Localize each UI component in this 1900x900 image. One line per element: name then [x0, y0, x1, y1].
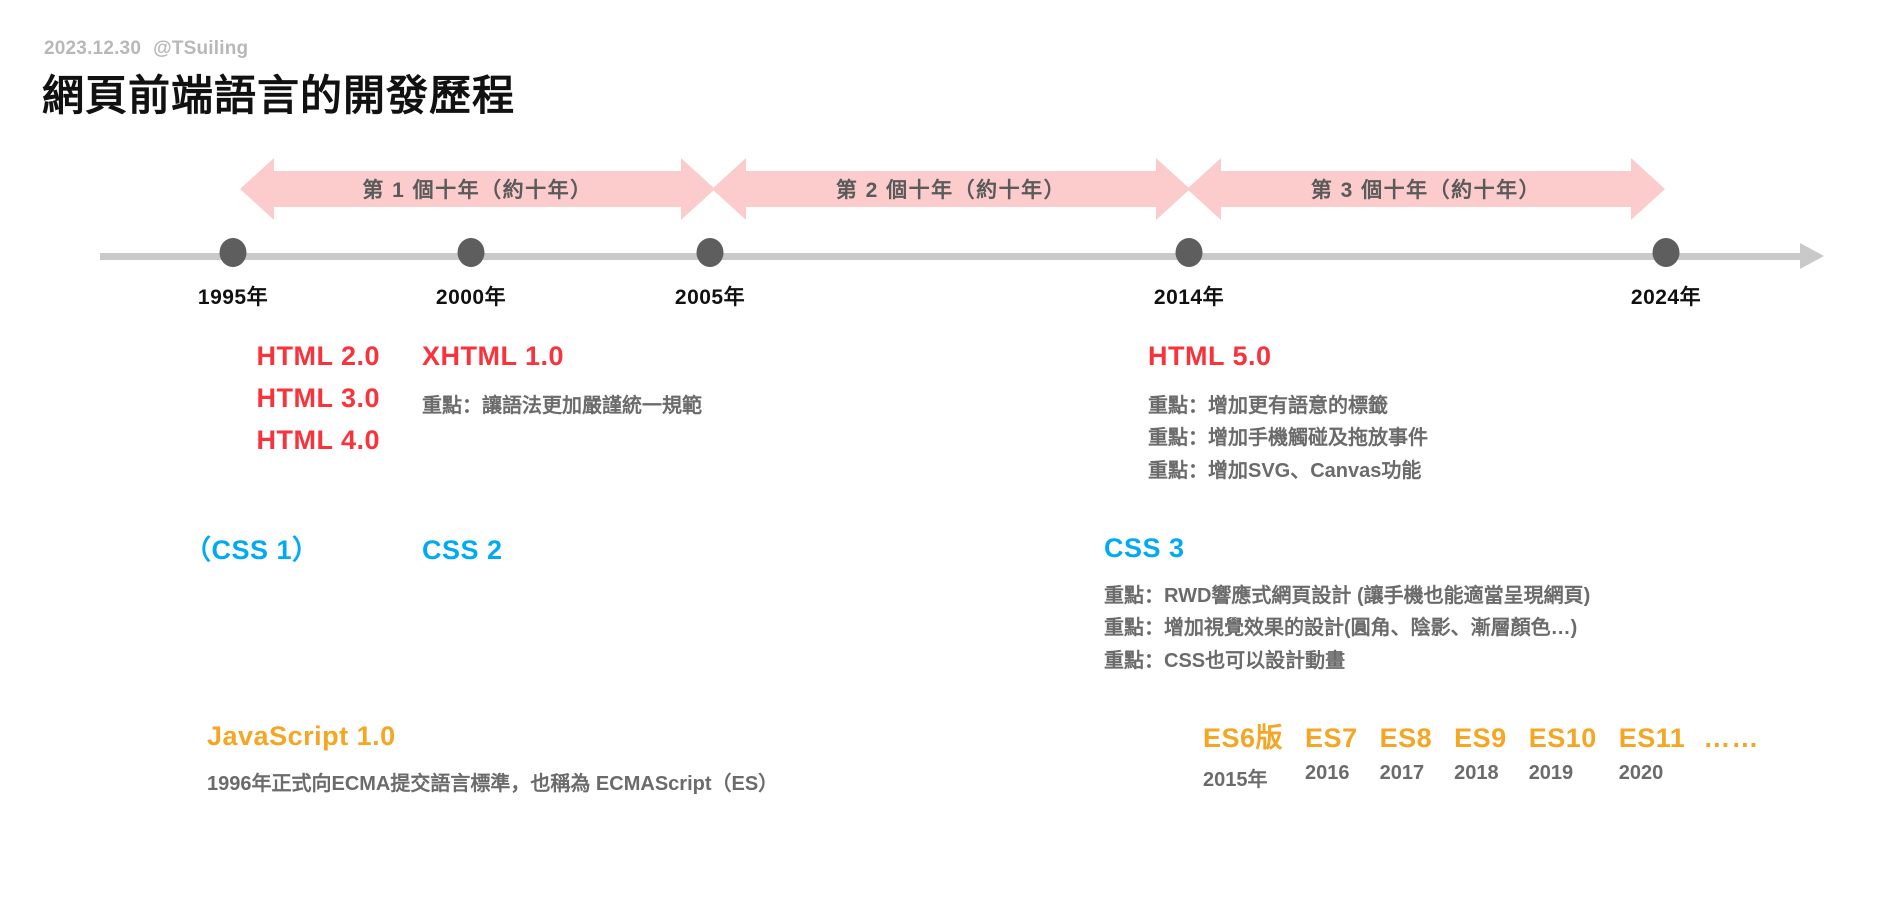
- es-release-year: 2015年: [1203, 769, 1268, 791]
- es-release-year: 2016: [1305, 762, 1350, 784]
- es-release-name: ES11: [1618, 723, 1686, 753]
- css1-title: （CSS 1）: [184, 535, 320, 565]
- css3-detail-3: 重點：CSS也可以設計動畫: [1104, 649, 1346, 672]
- es-release-name: ES8: [1379, 723, 1433, 753]
- es-continuation-label: ……: [1703, 723, 1760, 753]
- html5-title: HTML 5.0: [1148, 341, 1272, 371]
- css3-title: CSS 3: [1104, 533, 1185, 563]
- byline: 2023.12.30 @TSuiling: [44, 38, 248, 60]
- decade-band-1: 第 1 個十年（約十年）: [240, 158, 715, 220]
- timeline-dot: [696, 238, 724, 267]
- timeline-dot: [457, 238, 485, 267]
- timeline-year-label: 2014年: [1153, 286, 1225, 309]
- css3-detail-1: 重點：RWD響應式網頁設計 (讓手機也能適當呈現網頁): [1104, 584, 1591, 607]
- decade-label-1: 第 1 個十年（約十年）: [362, 179, 593, 202]
- html-version-2: HTML 2.0: [256, 341, 380, 371]
- xhtml-group: XHTML 1.0 重點：讓語法更加嚴謹統一規範: [422, 336, 702, 422]
- timeline-dot: [1175, 238, 1203, 267]
- html-early-versions-group: HTML 2.0 HTML 3.0 HTML 4.0: [110, 336, 380, 462]
- timeline-year-label: 2024年: [1630, 286, 1702, 309]
- es-release-name: ES6版: [1203, 723, 1284, 753]
- es-release-name: ES7: [1305, 723, 1358, 753]
- css3-group: CSS 3 重點：RWD響應式網頁設計 (讓手機也能適當呈現網頁) 重點：增加視…: [1104, 528, 1590, 677]
- es-release-year: 2018: [1454, 762, 1499, 784]
- es-continuation-item: ……: [1703, 723, 1759, 754]
- timeline-year-label: 1995年: [197, 286, 269, 309]
- decade-band-3: 第 3 個十年（約十年）: [1187, 158, 1665, 220]
- html-version-4: HTML 4.0: [256, 424, 380, 455]
- decade-label-2: 第 2 個十年（約十年）: [835, 179, 1067, 202]
- javascript-detail-1: 1996年正式向ECMA提交語言標準，也稱為 ECMAScript（ES）: [207, 772, 779, 795]
- es-release-name: ES10: [1528, 723, 1597, 753]
- es-release-item: ES9 2018: [1454, 723, 1507, 785]
- es-releases-group: ES6版 2015年 ES7 2016 ES8 2017 ES9 2018 ES…: [1203, 716, 1759, 792]
- xhtml-title: XHTML 1.0: [422, 341, 565, 371]
- css1-group: （CSS 1）: [184, 530, 320, 572]
- xhtml-detail-1: 重點：讓語法更加嚴謹統一規範: [422, 394, 702, 417]
- es-release-item: ES10 2019: [1529, 723, 1597, 785]
- es-release-name: ES9: [1454, 723, 1507, 753]
- javascript-title: JavaScript 1.0: [207, 721, 396, 751]
- html5-detail-1: 重點：增加更有語意的標籤: [1148, 394, 1388, 417]
- es-releases-row: ES6版 2015年 ES7 2016 ES8 2017 ES9 2018 ES…: [1203, 716, 1759, 792]
- es-release-item: ES7 2016: [1305, 723, 1358, 785]
- html5-detail-2: 重點：增加手機觸碰及拖放事件: [1148, 427, 1428, 450]
- decade-label-3: 第 3 個十年（約十年）: [1310, 179, 1542, 202]
- es-release-item: ES6版 2015年: [1203, 716, 1283, 792]
- es-release-year: 2020: [1618, 762, 1664, 784]
- timeline-arrow-icon: [1800, 243, 1824, 269]
- html5-group: HTML 5.0 重點：增加更有語意的標籤 重點：增加手機觸碰及拖放事件 重點：…: [1148, 336, 1428, 487]
- timeline-axis: [100, 253, 1810, 260]
- timeline-dot: [1652, 238, 1680, 267]
- double-arrow-icon: [240, 158, 715, 220]
- byline-author: @TSuiling: [153, 38, 249, 59]
- html5-detail-3: 重點：增加SVG、Canvas功能: [1148, 459, 1422, 482]
- es-release-item: ES11 2020: [1619, 723, 1686, 785]
- css3-detail-2: 重點：增加視覺效果的設計(圓角、陰影、漸層顏色…): [1104, 617, 1578, 640]
- timeline-year-label: 2005年: [674, 286, 746, 309]
- es-release-item: ES8 2017: [1380, 723, 1433, 785]
- decade-band-2: 第 2 個十年（約十年）: [712, 158, 1190, 220]
- css2-title: CSS 2: [422, 535, 503, 565]
- byline-date: 2023.12.30: [44, 38, 142, 59]
- html-version-3: HTML 3.0: [256, 382, 380, 413]
- double-arrow-icon: [1187, 158, 1665, 220]
- es-release-year: 2017: [1379, 762, 1425, 784]
- javascript-group: JavaScript 1.0 1996年正式向ECMA提交語言標準，也稱為 EC…: [207, 716, 778, 800]
- double-arrow-icon: [712, 158, 1190, 220]
- timeline-year-label: 2000年: [435, 286, 507, 309]
- es-release-year: 2019: [1528, 762, 1574, 784]
- page-title: 網頁前端語言的開發歷程: [42, 72, 516, 119]
- css2-group: CSS 2: [422, 530, 503, 572]
- timeline-dot: [219, 238, 247, 267]
